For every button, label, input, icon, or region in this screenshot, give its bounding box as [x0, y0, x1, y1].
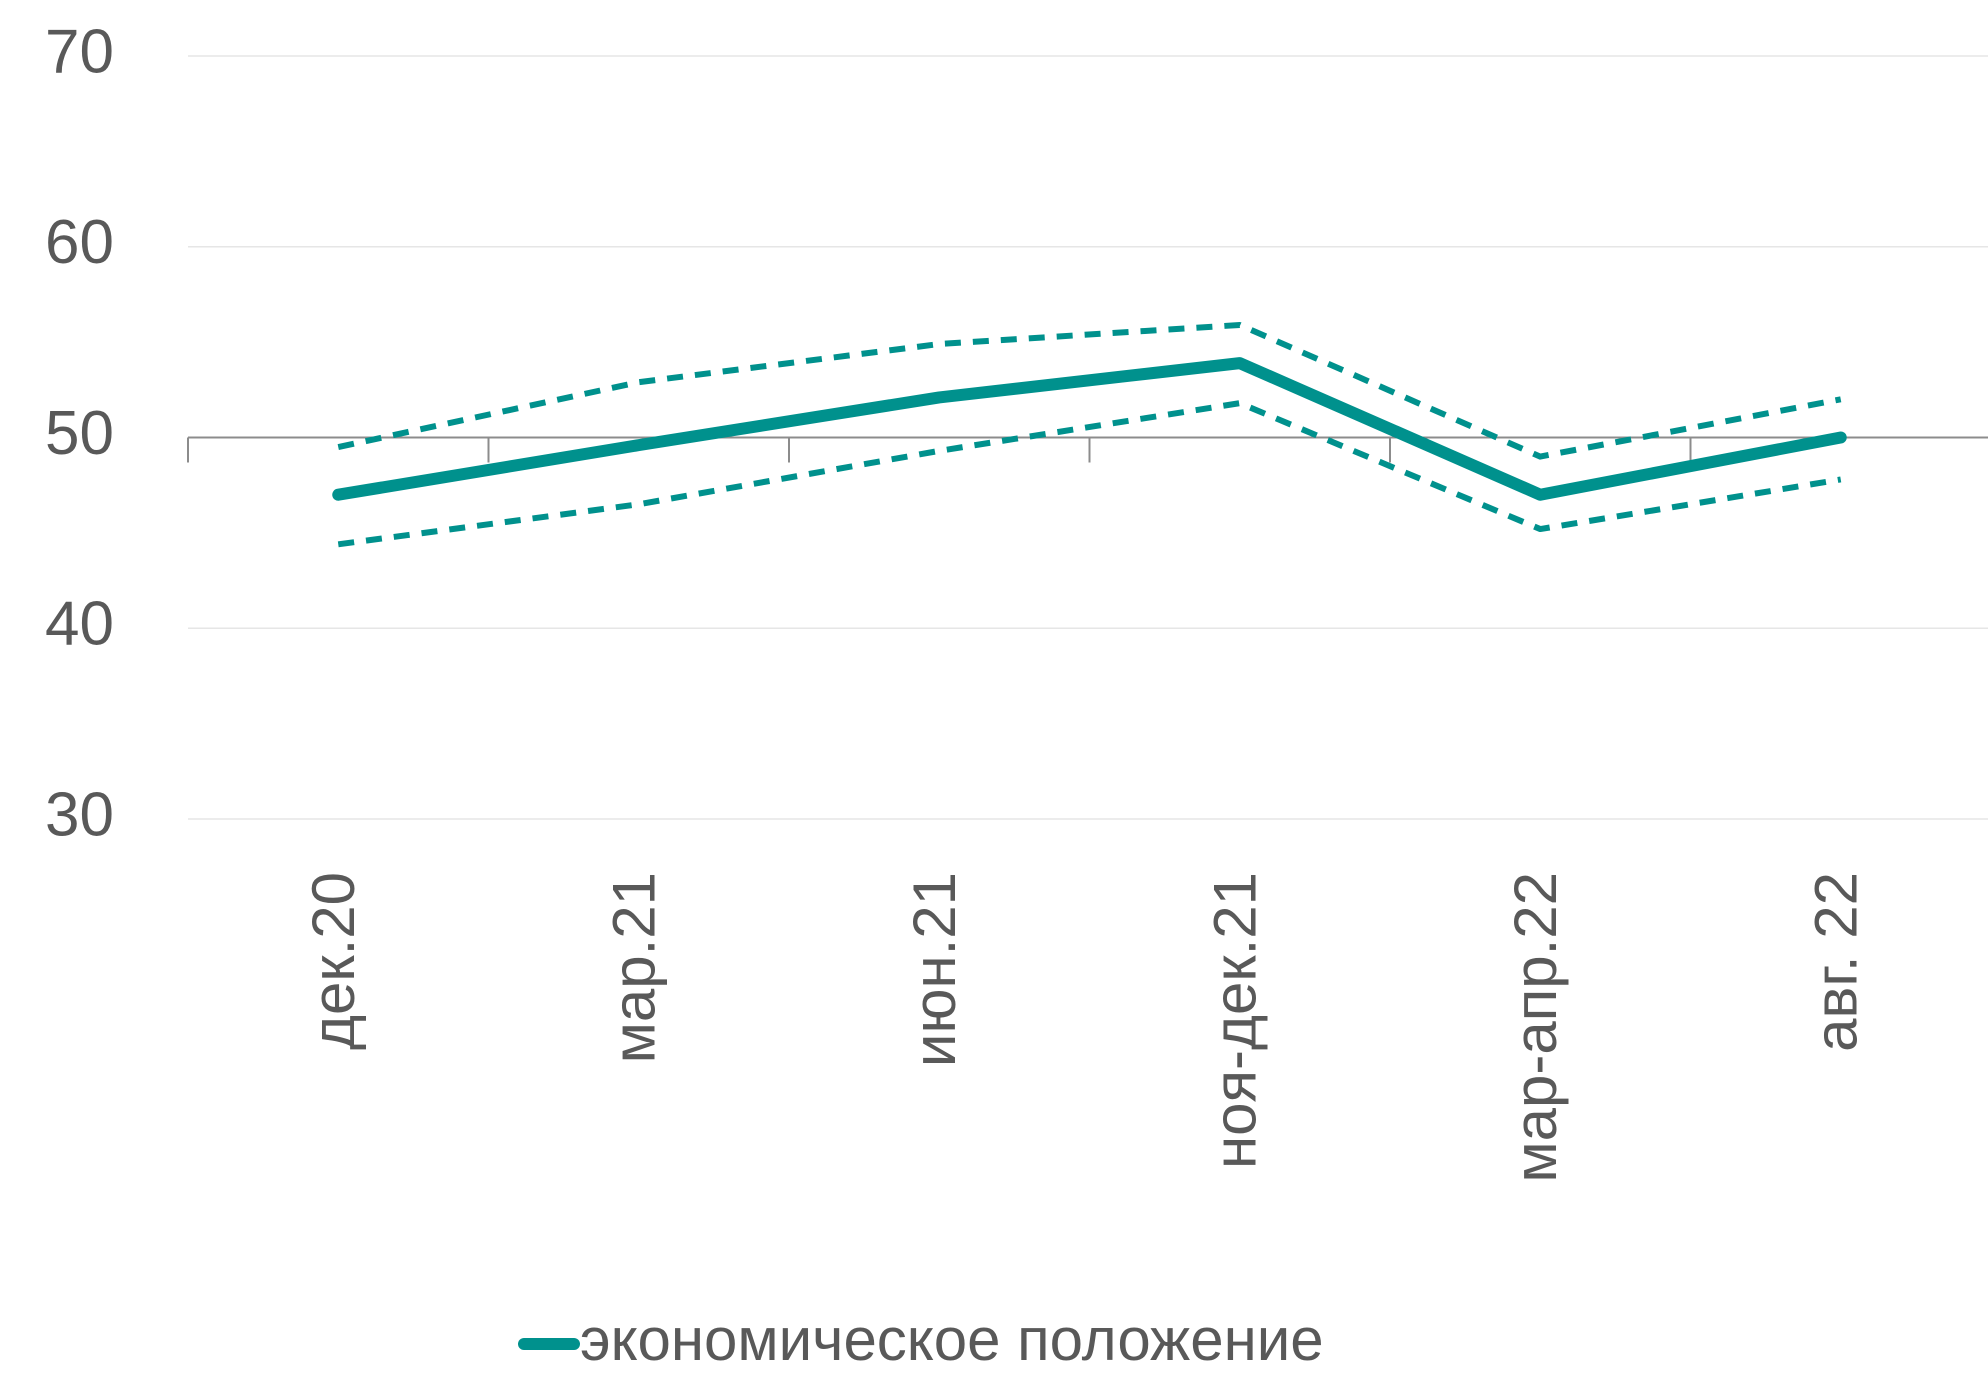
- x-tick-label: мар-апр.22: [1502, 872, 1569, 1183]
- y-tick-label: 60: [45, 208, 114, 277]
- x-tick-label: ноя-дек.21: [1202, 872, 1269, 1169]
- x-tick-label: июн.21: [901, 872, 968, 1067]
- y-tick-label: 30: [45, 780, 114, 849]
- y-tick-label: 70: [45, 17, 114, 86]
- series-line: [337, 321, 1842, 460]
- x-tick-label: мар.21: [601, 872, 668, 1063]
- y-tick-label: 50: [45, 399, 114, 468]
- x-tick-label: авг. 22: [1803, 872, 1870, 1052]
- series-line: [332, 357, 1847, 501]
- x-tick-label: дек.20: [300, 872, 367, 1050]
- y-tick-label: 40: [45, 590, 114, 659]
- series-line: [337, 400, 1842, 548]
- legend-label: экономическое положение: [580, 1306, 1324, 1373]
